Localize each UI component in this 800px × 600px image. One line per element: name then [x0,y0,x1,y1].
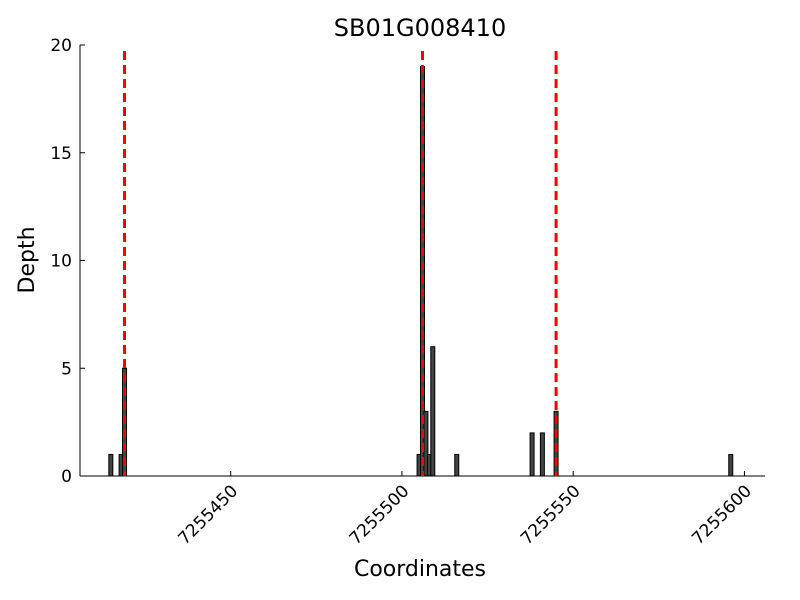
bar [454,453,460,477]
y-axis-label: Depth [15,226,40,293]
x-axis-label: Coordinates [354,557,486,582]
y-tick-label: 15 [50,144,72,164]
chart-title: SB01G008410 [334,14,506,42]
y-tick-label: 0 [61,467,72,487]
bar [529,432,535,477]
x-tick-label: 7255500 [346,481,414,549]
y-tick-label: 5 [61,359,72,379]
bar [108,453,114,477]
x-tick-label: 7255550 [517,481,585,549]
x-tick-label: 7255600 [688,481,756,549]
bar [539,432,545,477]
bar [728,453,734,477]
bar [430,346,436,477]
y-tick-label: 10 [50,252,72,272]
y-tick-label: 20 [50,36,72,56]
x-tick-label: 7255450 [175,481,243,549]
